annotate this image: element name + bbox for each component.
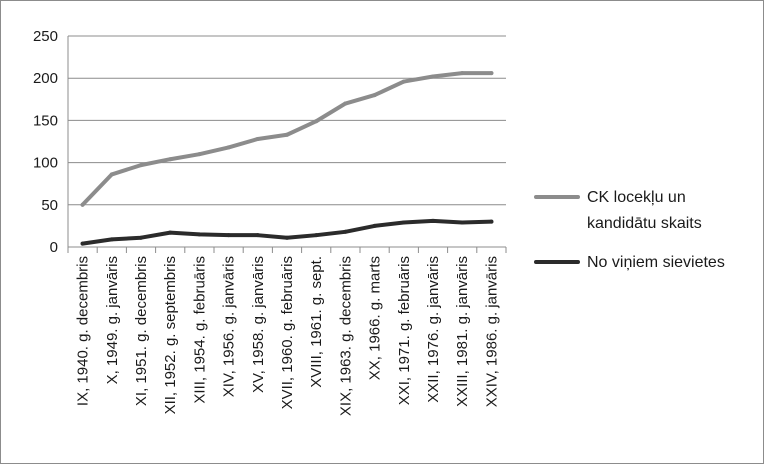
gridlines (68, 35, 506, 248)
data-point (80, 202, 85, 207)
x-tick-label: XI, 1951. g. decembris (133, 256, 150, 406)
data-point (139, 235, 143, 240)
x-tick-label: XIX, 1963. g. decembris (337, 256, 354, 416)
data-point (226, 233, 231, 238)
data-point (285, 235, 289, 240)
x-tick-label: XX, 1966. g. marts (367, 256, 384, 380)
data-point (168, 230, 173, 235)
data-point (80, 241, 85, 246)
x-tick-label: XIV, 1956. g. janvāris (221, 256, 238, 397)
y-axis: 0 50 100 150 200 250 (33, 28, 69, 256)
data-point (285, 132, 289, 137)
data-point (109, 172, 114, 177)
y-tick-label: 50 (41, 197, 58, 214)
x-tick-label: XVII, 1960. g. februāris (279, 256, 296, 409)
data-point (431, 74, 435, 79)
x-tick-label: XXIV, 1986. g. janvāris (483, 256, 500, 407)
x-tick-label: XII, 1952. g. septembris (162, 256, 179, 414)
x-tick-label: IX, 1940. g. decembris (75, 256, 92, 406)
data-point (255, 233, 260, 238)
data-point (372, 93, 377, 98)
data-point (431, 218, 435, 223)
x-tick-label: XIII, 1954. g. februāris (191, 256, 208, 404)
data-point (372, 223, 377, 228)
y-tick-label: 0 (50, 239, 58, 256)
y-tick-label: 150 (33, 112, 58, 129)
x-tick-label: X, 1949. g. janvāris (104, 256, 121, 384)
data-point (226, 145, 231, 150)
legend-label-1: CK locekļu un kandidātu skaits (587, 189, 702, 232)
x-tick-label: XXII, 1976. g. janvāris (425, 256, 442, 403)
data-point (460, 220, 465, 225)
legend: CK locekļu un kandidātu skaits No viņiem s… (534, 189, 725, 271)
data-point (460, 71, 465, 76)
legend-label-2: No viņiem sievietes (587, 254, 725, 271)
x-tick-label: XXI, 1971. g. februāris (396, 256, 413, 405)
y-tick-label: 250 (33, 28, 58, 45)
x-tick-label: XXIII, 1981. g. janvāris (454, 256, 471, 407)
series-line-2 (80, 218, 494, 246)
series-line-1 (80, 71, 494, 207)
data-point (109, 237, 114, 242)
data-point (197, 232, 202, 237)
data-point (197, 152, 202, 157)
x-axis: IX, 1940. g. decembris X, 1949. g. janvār… (67, 247, 507, 416)
x-tick-label: XVIII, 1961. g. sept. (308, 256, 325, 388)
data-point (343, 229, 348, 234)
series-lines (80, 71, 494, 246)
x-tick-label: XV, 1958. g. janvāris (250, 256, 267, 393)
y-tick-label: 100 (33, 155, 58, 172)
data-point (401, 79, 406, 84)
data-point (343, 101, 348, 106)
data-point (489, 71, 494, 76)
data-point (314, 119, 319, 124)
data-point (489, 219, 494, 224)
data-point (168, 157, 173, 162)
data-point (139, 163, 143, 168)
data-point (255, 136, 260, 141)
data-point (401, 220, 406, 225)
data-point (314, 233, 319, 238)
y-tick-label: 200 (33, 70, 58, 87)
